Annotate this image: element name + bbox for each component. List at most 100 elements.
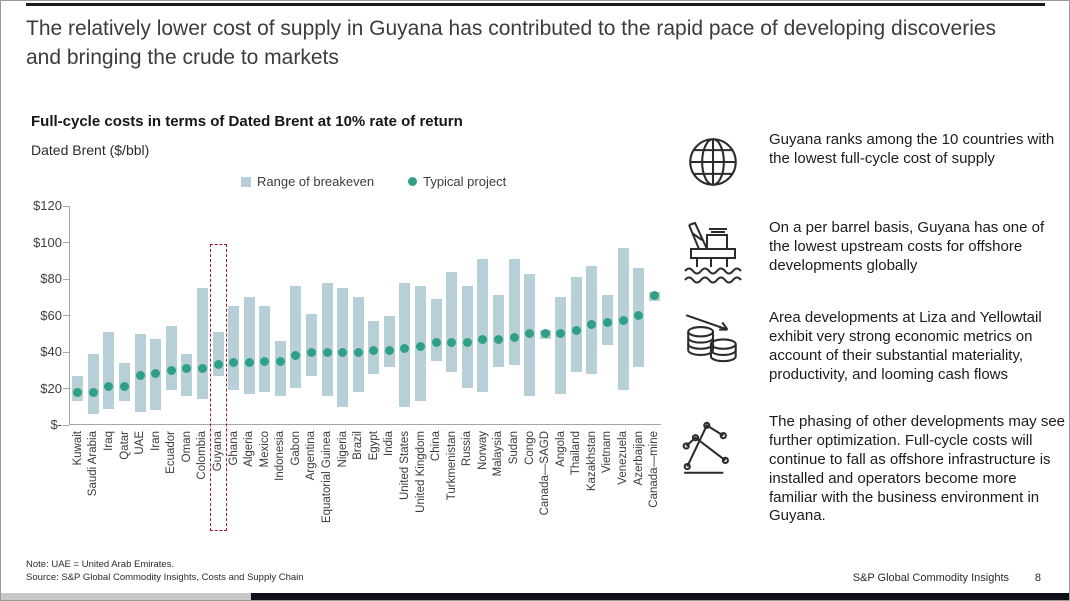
y-axis-tick-label: $60 [40,307,62,323]
typical-project-dot [540,329,550,339]
typical-project-dot [478,334,488,344]
x-axis-label: Ghana [227,431,240,466]
typical-project-dot [384,345,394,355]
range-bar [555,297,567,394]
x-axis-label: Egypt [367,431,380,461]
range-bar [446,271,458,373]
x-axis-label: Congo [523,431,536,465]
x-axis-label: Gabon [289,431,302,466]
y-axis-tick [63,278,69,280]
typical-project-dot [369,345,379,355]
typical-project-dot [275,356,285,366]
insight-text: On a per barrel basis, Guyana has one of… [769,219,1045,274]
x-axis-label: Russia [461,431,474,467]
typical-project-dot [229,358,239,368]
y-axis-tick [63,242,69,243]
range-bar [243,297,255,394]
y-axis-tick-label: $40 [40,344,62,359]
typical-project-dot [306,347,316,357]
typical-project-dot [166,365,176,375]
x-axis-label: United States [398,431,411,501]
typical-project-dot [556,329,566,339]
typical-project-dot [353,347,363,357]
range-bar [305,313,317,376]
y-axis-tick [63,205,69,207]
typical-project-dot [213,360,223,370]
legend-label: Range of breakeven [257,174,375,189]
insight-item: On a per barrel basis, Guyana has one of… [679,219,1067,287]
range-bar [477,258,489,393]
range-bar [119,362,131,402]
typical-project-dot [120,382,130,392]
y-axis-tick-label: $- [50,417,62,432]
coins-decline-icon [679,309,747,385]
x-axis-label: United Kingdom [414,431,427,513]
range-bar [352,297,364,393]
x-axis-label: Saudi Arabia [87,431,100,497]
x-axis-label: Canada—SAGD [539,431,552,516]
typical-project-dot [88,387,98,397]
x-axis-label: Azerbaijan [632,431,645,486]
x-axis-label: Nigeria [336,431,349,468]
typical-project-dot [525,329,535,339]
globe-icon [679,131,747,193]
legend-label: Typical project [423,174,507,189]
x-axis-label: Oman [180,431,193,463]
range-bar [196,288,208,400]
x-axis-label: Thailand [570,431,583,476]
footer-note-2: Source: S&P Global Commodity Insights, C… [26,571,304,583]
chart-unit-label: Dated Brent ($/bbl) [31,142,150,158]
range-bar [181,353,193,396]
typical-project-dot [649,290,659,300]
range-bar [586,266,598,374]
oil-platform-icon [679,219,747,287]
typical-project-dot [182,363,192,373]
x-axis-label: Turkmenistan [445,431,458,501]
range-bar [570,277,582,373]
typical-project-dot [634,311,644,320]
x-axis-label: UAE [134,431,147,455]
x-axis-label: Iran [149,431,162,451]
range-bar [103,331,115,409]
typical-project-dot [618,316,628,326]
x-axis-label: China [430,431,443,462]
range-bar [337,288,349,407]
range-bar [492,295,504,367]
y-axis-tick [63,388,69,389]
range-bar [212,331,224,376]
typical-project-dot [151,369,161,379]
range-bar [165,326,177,391]
x-axis-label: Mexico [258,431,271,468]
typical-project-dot [447,338,457,348]
x-axis-label: Colombia [196,431,209,480]
x-axis-label: Algeria [243,431,256,467]
typical-project-dot [104,382,114,392]
chart-heading: Full-cycle costs in terms of Dated Brent… [31,113,463,130]
x-axis-label: Iraq [102,431,115,451]
y-axis-tick [63,424,69,426]
typical-project-dot [493,334,503,344]
typical-project-dot [73,387,83,397]
range-bar [383,315,395,367]
typical-project-dot [416,342,426,352]
footer-note-1: Note: UAE = United Arab Emirates. [26,559,175,570]
x-axis-label: Angola [554,431,567,467]
range-bar [290,286,302,389]
typical-project-dot [431,338,441,348]
typical-project-dot [244,358,254,368]
legend-item-range: Range of breakeven [241,174,374,189]
bottom-bar-left [1,593,251,600]
footer-brand: S&P Global Commodity Insights [852,572,1009,584]
plot-area: $- $20 $40 $60 $80 $100 $120 Kuwait Saudi Arabia… [33,199,661,531]
x-axis-label: Sudan [508,431,520,465]
x-axis-label: Ecuador [165,431,178,474]
chart-legend: Range of breakeven Typical project [241,174,506,189]
range-bar [274,341,286,396]
x-axis-label: Brazil [352,431,365,460]
bottom-bar-right [251,593,1069,600]
y-axis-tick-label: $20 [40,380,62,396]
range-bar [461,286,473,389]
typical-project-dot [571,325,581,335]
insight-text: The phasing of other developments may se… [769,413,1066,525]
x-axis-label: Canada—mine [648,431,661,508]
